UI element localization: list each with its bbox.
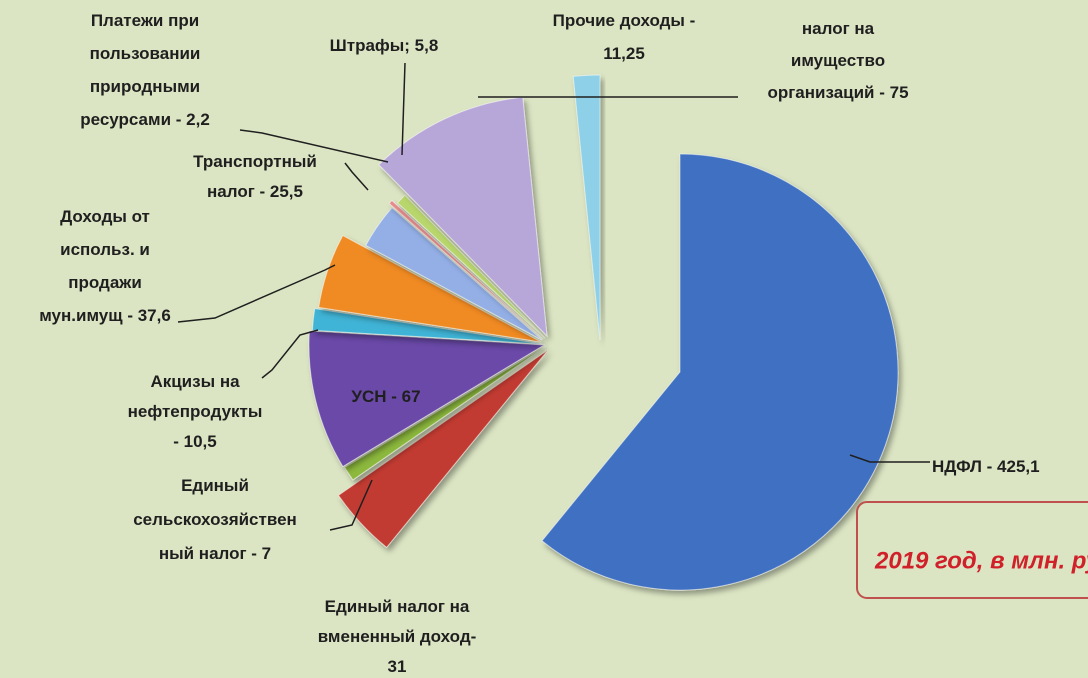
data-label: Прочие доходы -11,25 xyxy=(553,11,696,63)
data-label: Транспортный налог - 25,5 xyxy=(193,152,317,201)
pie-slice xyxy=(311,308,543,345)
data-label: УСН - 67 xyxy=(351,387,420,406)
pie-slice xyxy=(337,349,549,549)
pie-slice xyxy=(378,96,548,338)
pie-slice xyxy=(572,74,601,341)
pie-slice xyxy=(541,153,899,591)
data-label: Акцизы на нефтепродукты - 10,5 xyxy=(128,372,263,451)
leader-line xyxy=(849,454,930,463)
subtitle: 2019 год, в млн. руб. xyxy=(874,547,1088,574)
pie-slice xyxy=(318,234,542,343)
leader-lines xyxy=(177,62,930,531)
pie-slice xyxy=(308,330,546,468)
leader-line xyxy=(239,129,389,163)
pie-slice xyxy=(396,194,546,339)
data-label: НДФЛ - 425,1 xyxy=(932,457,1040,476)
data-label: Платежи при пользовании природными ресурсам… xyxy=(80,11,210,129)
leader-line xyxy=(261,329,319,379)
leader-line xyxy=(177,264,336,323)
data-label: Единый сельскохозяйствен ный налог - 7 xyxy=(133,476,297,563)
pie xyxy=(308,74,899,591)
leader-line xyxy=(344,162,369,191)
data-label: Единый налог на вмененный доход-31 xyxy=(318,597,477,676)
leader-line xyxy=(401,62,406,156)
pie-slice xyxy=(344,345,547,481)
pie-slice xyxy=(388,199,544,340)
leader-line xyxy=(329,479,373,531)
pie-slice xyxy=(365,207,543,341)
data-label: Доходы от использ. и продажи мун.имущ - 37,… xyxy=(39,207,171,325)
subtitle-box xyxy=(856,501,1088,599)
data-label: Штрафы; 5,8 xyxy=(330,36,439,55)
data-label: налог на имущество организаций - 75 xyxy=(767,19,908,102)
